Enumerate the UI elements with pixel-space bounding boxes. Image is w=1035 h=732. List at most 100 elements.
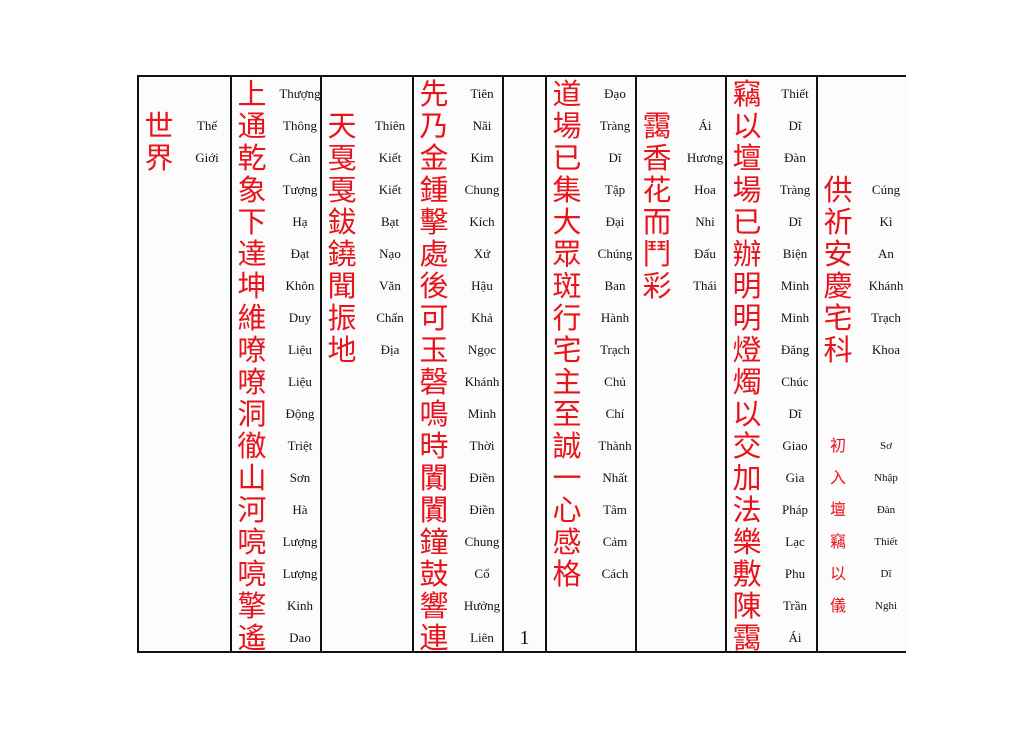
hanzi-character: 世 <box>144 109 174 143</box>
hanzi-character: 集 <box>552 173 582 207</box>
hanzi-character: 鬥 <box>642 237 672 271</box>
vietnamese-reading: Duy <box>288 310 312 325</box>
vietnamese-reading: Đăng <box>780 342 810 357</box>
vietnamese-reading: Hạ <box>292 214 308 229</box>
vietnamese-reading: Thiết <box>781 86 809 101</box>
hanzi-character: 後 <box>419 269 449 303</box>
hanzi-character: 河 <box>237 493 267 527</box>
vietnamese-reading: Hành <box>600 310 630 325</box>
hanzi-character: 科 <box>823 333 853 367</box>
vietnamese-reading: Đấu <box>694 246 716 261</box>
hanzi-character: 格 <box>552 557 582 591</box>
vietnamese-reading: Trần <box>782 598 808 613</box>
hanzi-character: 坤 <box>237 269 267 303</box>
hanzi-character: 以 <box>732 109 762 143</box>
hanzi-character: 鳴 <box>419 397 449 431</box>
vietnamese-reading: Khôn <box>285 278 315 293</box>
hanzi-character: 戛 <box>327 173 357 207</box>
hanzi-character: 辦 <box>732 237 762 271</box>
vietnamese-reading: Ngọc <box>467 342 497 357</box>
hanzi-character: 加 <box>732 461 762 495</box>
hanzi-character: 喨 <box>237 557 267 591</box>
hanzi-character: 而 <box>642 205 672 239</box>
vietnamese-reading: Kim <box>470 150 494 165</box>
vietnamese-reading: Nạo <box>379 246 401 261</box>
vietnamese-reading: Ái <box>788 630 802 645</box>
hanzi-character: 先 <box>419 77 449 111</box>
hanzi-character: 天 <box>327 109 357 143</box>
vietnamese-reading: Nhất <box>602 470 628 485</box>
hanzi-character: 鼓 <box>419 557 449 591</box>
vietnamese-reading: Khánh <box>464 374 500 389</box>
text-column: 1 <box>502 77 545 651</box>
hanzi-character: 宅 <box>823 301 853 335</box>
hanzi-character: 主 <box>552 365 582 399</box>
vietnamese-reading: Hương <box>686 150 724 165</box>
vietnamese-reading: Hưởng <box>463 598 501 613</box>
vietnamese-reading: Liệu <box>288 374 312 389</box>
hanzi-character: 處 <box>419 237 449 271</box>
hanzi-character: 至 <box>552 397 582 431</box>
text-column: 道 Đạo 場 Tràng 已 Dĩ 集 Tập 大 Đại 眾 Chúng 斑 Ban 行 Hành 宅 Trạ… <box>545 77 635 651</box>
vietnamese-reading: Minh <box>780 278 810 293</box>
vietnamese-reading: Động <box>285 406 315 421</box>
hanzi-character: 敷 <box>732 557 762 591</box>
vietnamese-reading: Dĩ <box>608 150 622 165</box>
hanzi-character: 嘹 <box>237 333 267 367</box>
vietnamese-reading: Tràng <box>779 182 811 197</box>
hanzi-character: 花 <box>642 173 672 207</box>
hanzi-character: 樂 <box>732 525 762 559</box>
hanzi-character: 感 <box>552 525 582 559</box>
subtitle-hanzi: 初 <box>829 436 846 455</box>
vietnamese-reading: Phu <box>784 566 806 581</box>
hanzi-character: 聞 <box>327 269 357 303</box>
hanzi-character: 宅 <box>552 333 582 367</box>
vietnamese-reading: Lượng <box>282 566 318 581</box>
text-column: 上 Thượng 通 Thông 乾 Càn 象 Tượng 下 Hạ 達 Đạt 坤 Khôn 維 Duy 嘹… <box>230 77 321 654</box>
hanzi-character: 徹 <box>237 429 267 463</box>
subtitle-reading: Sơ <box>880 440 892 452</box>
vietnamese-reading: Lạc <box>785 534 805 549</box>
subtitle-hanzi: 竊 <box>829 532 846 551</box>
vietnamese-reading: Xứ <box>473 246 491 261</box>
vietnamese-reading: Khả <box>471 310 493 325</box>
hanzi-character: 竊 <box>732 77 762 111</box>
hanzi-character: 乾 <box>237 141 267 175</box>
hanzi-character: 行 <box>552 301 582 335</box>
vietnamese-reading: Tâm <box>603 502 627 517</box>
hanzi-character: 下 <box>237 205 267 239</box>
hanzi-character: 山 <box>237 461 267 495</box>
hanzi-character: 洞 <box>237 397 267 431</box>
vietnamese-reading: Nhi <box>695 214 715 229</box>
vietnamese-reading: Kì <box>879 214 893 229</box>
vietnamese-reading: Minh <box>780 310 810 325</box>
hanzi-character: 大 <box>552 205 582 239</box>
vietnamese-reading: Pháp <box>782 502 808 517</box>
hanzi-character: 嘹 <box>237 365 267 399</box>
vietnamese-reading: Thượng <box>279 86 321 101</box>
hanzi-character: 可 <box>419 301 449 335</box>
vietnamese-reading: Chí <box>605 406 625 421</box>
hanzi-character: 斑 <box>552 269 582 303</box>
hanzi-character: 慶 <box>823 269 853 303</box>
vietnamese-reading: Đại <box>605 214 625 229</box>
hanzi-character: 戛 <box>327 141 357 175</box>
hanzi-character: 場 <box>552 109 582 143</box>
hanzi-character: 心 <box>552 493 582 527</box>
vietnamese-reading: Càn <box>289 150 311 165</box>
text-column: 竊 Thiết 以 Dĩ 壇 Đàn 場 Tràng 已 Dĩ 辦 Biện 明 Minh 明 Minh 燈 Đă… <box>725 77 816 654</box>
vietnamese-reading: Dao <box>289 630 311 645</box>
vietnamese-reading: Đàn <box>784 150 806 165</box>
hanzi-character: 陳 <box>732 589 762 623</box>
vietnamese-reading: Văn <box>379 278 401 293</box>
vietnamese-reading: Kiết <box>378 182 402 197</box>
vietnamese-reading: An <box>878 246 894 261</box>
page-number: 1 <box>519 627 530 649</box>
hanzi-character: 燭 <box>732 365 762 399</box>
hanzi-character: 地 <box>327 333 357 367</box>
vietnamese-reading: Dĩ <box>788 118 802 133</box>
text-column: 天 Thiên 戛 Kiết 戛 Kiết 鈸 Bạt 鐃 Nạo 聞 Văn 振 Chấn 地 Địa <box>320 77 412 651</box>
vietnamese-reading: Chủ <box>604 374 626 389</box>
hanzi-character: 彩 <box>642 269 672 303</box>
subtitle-reading: Nghi <box>875 600 897 612</box>
